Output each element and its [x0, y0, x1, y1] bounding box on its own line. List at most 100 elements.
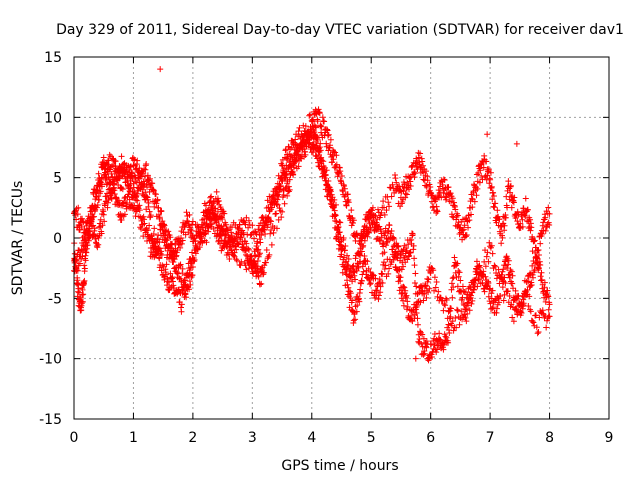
data-point — [352, 252, 359, 259]
data-point — [299, 151, 306, 158]
data-point — [372, 275, 379, 282]
data-point — [147, 175, 154, 182]
data-point — [485, 258, 492, 265]
data-point — [377, 237, 384, 244]
data-point — [314, 136, 321, 143]
data-point — [140, 170, 147, 177]
data-point — [499, 278, 506, 285]
data-point-outlier — [412, 355, 419, 362]
data-point — [344, 281, 351, 288]
data-point — [208, 220, 215, 227]
data-point — [533, 324, 540, 331]
data-point — [228, 229, 235, 236]
data-point — [94, 244, 101, 251]
data-point — [431, 274, 438, 281]
data-point — [150, 230, 157, 237]
data-point — [270, 229, 277, 236]
data-point — [477, 167, 484, 174]
data-point — [438, 194, 445, 201]
data-point — [507, 189, 514, 196]
data-point — [262, 259, 269, 266]
data-point — [247, 232, 254, 239]
data-point — [522, 195, 529, 202]
data-point — [399, 198, 406, 205]
data-point — [329, 152, 336, 159]
data-point — [431, 330, 438, 337]
data-point — [411, 255, 418, 262]
data-point — [223, 221, 230, 228]
data-point — [372, 295, 379, 302]
data-point — [240, 231, 247, 238]
data-point — [449, 275, 456, 282]
data-point — [524, 217, 531, 224]
data-point — [411, 262, 418, 269]
data-point — [387, 184, 394, 191]
data-point — [509, 272, 516, 279]
data-point — [131, 156, 138, 163]
data-point — [112, 158, 119, 165]
data-point-outlier — [513, 140, 520, 147]
data-point — [82, 236, 89, 243]
data-point — [500, 266, 507, 273]
data-point — [471, 277, 478, 284]
data-point — [465, 224, 472, 231]
data-point — [543, 324, 550, 331]
data-point — [456, 287, 463, 294]
data-point — [388, 227, 395, 234]
data-point — [286, 176, 293, 183]
data-point — [492, 263, 499, 270]
data-point — [243, 266, 250, 273]
data-points — [71, 66, 553, 364]
data-point — [329, 159, 336, 166]
data-point — [189, 263, 196, 270]
data-point — [256, 250, 263, 257]
data-point — [420, 297, 427, 304]
data-point — [310, 127, 317, 134]
data-point — [353, 308, 360, 315]
y-tick-label: -10 — [39, 352, 62, 368]
data-point-outlier — [484, 131, 491, 138]
data-point — [295, 128, 302, 135]
data-point — [359, 235, 366, 242]
data-point — [475, 263, 482, 270]
data-point — [536, 314, 543, 321]
data-point — [490, 203, 497, 210]
data-point — [356, 298, 363, 305]
data-point — [203, 239, 210, 246]
data-point — [454, 307, 461, 314]
data-point — [410, 242, 417, 249]
data-point — [402, 287, 409, 294]
data-point — [413, 283, 420, 290]
data-point — [341, 185, 348, 192]
data-point — [190, 235, 197, 242]
data-point — [170, 247, 177, 254]
data-point — [99, 174, 106, 181]
x-tick-label: 0 — [70, 430, 79, 446]
data-point — [297, 155, 304, 162]
data-point — [493, 275, 500, 282]
data-point — [352, 316, 359, 323]
data-point — [324, 127, 331, 134]
data-point — [541, 279, 548, 286]
plot-frame — [73, 56, 610, 420]
data-point — [449, 294, 456, 301]
data-point — [121, 211, 128, 218]
data-point — [447, 313, 454, 320]
data-point — [320, 158, 327, 165]
data-point — [342, 243, 349, 250]
data-point — [251, 235, 258, 242]
data-point — [370, 211, 377, 218]
data-point — [466, 217, 473, 224]
data-point — [300, 122, 307, 129]
data-point — [464, 310, 471, 317]
data-point — [266, 251, 273, 258]
data-point — [298, 142, 305, 149]
data-point — [343, 202, 350, 209]
data-point — [380, 261, 387, 268]
data-point — [91, 202, 98, 209]
data-point — [499, 234, 506, 241]
data-point — [381, 266, 388, 273]
data-point — [181, 277, 188, 284]
data-point — [460, 226, 467, 233]
data-point — [179, 265, 186, 272]
